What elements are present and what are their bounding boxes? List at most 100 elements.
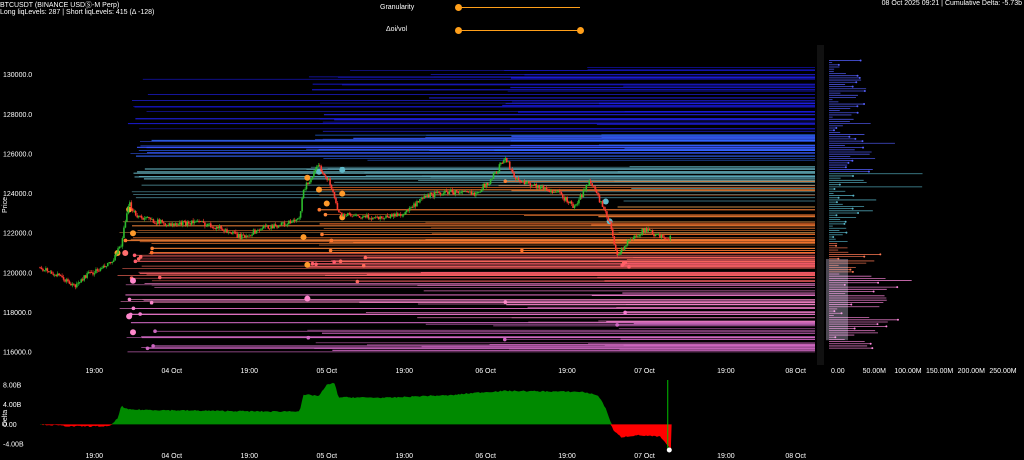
oi-vol-slider-knob-low[interactable] — [455, 27, 462, 34]
candle-body — [49, 271, 52, 273]
liq-marker — [363, 255, 368, 260]
liq-marker — [520, 248, 524, 253]
granularity-slider-track[interactable] — [458, 7, 580, 8]
candle-body — [455, 190, 458, 192]
candle-body — [171, 223, 174, 226]
candle-body — [285, 225, 287, 226]
candle-body — [314, 169, 317, 173]
candle-body — [61, 275, 63, 278]
candle-body — [267, 225, 270, 229]
x-tick-label: 08 Oct — [785, 368, 806, 375]
candle-body — [648, 229, 651, 231]
candle-body — [575, 204, 577, 206]
liq-marker — [130, 329, 136, 336]
liq-marker — [149, 250, 154, 255]
candle-body — [344, 214, 346, 216]
candle-body — [394, 213, 396, 217]
candle-body — [488, 183, 490, 185]
profile-dot — [852, 194, 855, 197]
candle-body — [563, 197, 566, 201]
oi-vol-label: Δoi/vol — [386, 26, 408, 33]
candle-body — [215, 226, 218, 230]
profile-dot — [832, 235, 835, 238]
candle-body — [192, 220, 194, 223]
liq-marker — [150, 246, 154, 251]
candle-body — [120, 246, 122, 248]
candle-body — [130, 202, 133, 209]
oi-vol-slider-track[interactable] — [458, 30, 580, 31]
candle-body — [588, 180, 591, 186]
liq-marker — [623, 261, 628, 265]
candle-body — [335, 197, 337, 204]
candle-body — [121, 238, 124, 247]
candle-body — [155, 223, 158, 225]
candle-body — [531, 185, 533, 187]
candle-body — [84, 275, 87, 278]
candle-body — [289, 220, 292, 223]
candle-body — [451, 189, 454, 193]
x-tick-label: 04 Oct — [161, 368, 182, 375]
liq-marker — [149, 300, 154, 305]
candle-body — [548, 190, 551, 192]
granularity-slider-knob[interactable] — [455, 4, 462, 11]
profile-dot — [869, 342, 872, 345]
candle-body — [522, 180, 524, 182]
delta-positive-area — [40, 382, 672, 425]
candle-body — [639, 234, 642, 236]
liq-marker — [320, 232, 324, 237]
candle-body — [635, 235, 638, 237]
candle-body — [117, 248, 119, 254]
candle-body — [118, 246, 121, 249]
candle-body — [81, 279, 84, 281]
candle-body — [83, 275, 85, 281]
symbol-title: BTCUSDT (BINANCE USDⓈ-M Perp) — [0, 2, 120, 9]
profile-dot — [855, 81, 858, 84]
candle-body — [341, 212, 343, 217]
candle-body — [293, 219, 296, 221]
candle-body — [561, 194, 564, 198]
liq-marker — [157, 275, 162, 280]
candle-body — [634, 235, 636, 238]
candle-body — [662, 234, 664, 238]
candle-body — [625, 245, 627, 247]
candle-body — [62, 277, 65, 280]
candle-body — [326, 177, 328, 181]
candle-body — [402, 214, 405, 216]
candle-body — [318, 165, 321, 167]
candle-body — [389, 214, 392, 219]
delta-y-tick-label: 4.00B — [3, 402, 22, 409]
candle-body — [226, 229, 228, 233]
liq-marker — [136, 257, 141, 261]
candle-body — [39, 266, 41, 268]
liq-marker — [304, 295, 311, 302]
candle-body — [532, 185, 535, 187]
candle-body — [240, 234, 243, 239]
candle-body — [245, 235, 247, 238]
liq-marker — [151, 344, 155, 348]
candle-body — [161, 220, 164, 223]
candle-body — [632, 237, 635, 240]
delta-x-tick-label: 19:00 — [85, 453, 103, 460]
candle-body — [56, 273, 59, 276]
candle-body — [205, 225, 208, 227]
candle-body — [89, 271, 91, 273]
delta-x-tick-label: 19:00 — [240, 453, 258, 460]
candle-body — [666, 238, 669, 240]
candle-body — [198, 220, 200, 222]
candle-body — [426, 194, 429, 197]
candle-body — [276, 226, 278, 228]
candle-body — [463, 190, 465, 192]
candle-body — [235, 231, 237, 234]
x-tick-label: 06 Oct — [475, 368, 496, 375]
candle-body — [395, 213, 398, 217]
candle-body — [338, 210, 340, 213]
delta-axis-label: Delta — [2, 410, 9, 426]
candle-body — [567, 202, 570, 204]
oi-vol-slider-knob-high[interactable] — [577, 27, 584, 34]
candle-body — [355, 214, 358, 216]
candle-body — [647, 229, 649, 232]
candle-body — [109, 262, 112, 263]
candle-body — [536, 185, 539, 189]
liq-marker — [323, 212, 328, 217]
candle-body — [485, 182, 487, 187]
